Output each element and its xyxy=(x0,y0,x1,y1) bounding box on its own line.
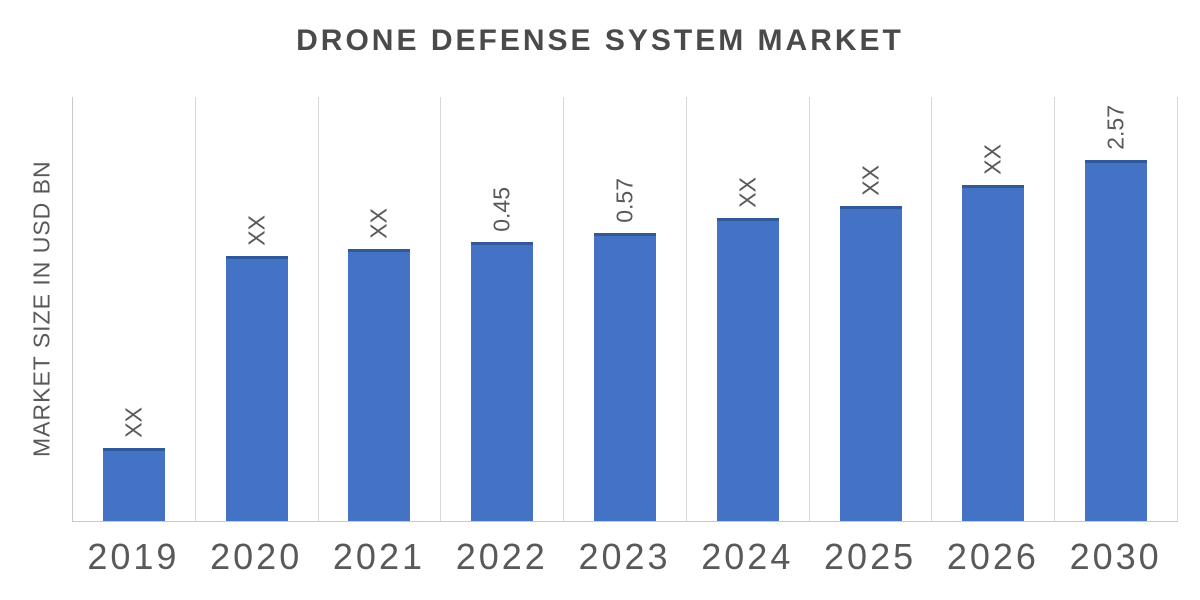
category-slot-2030: 2.57 xyxy=(1055,97,1179,521)
bar-2026 xyxy=(962,185,1025,521)
bar-value-label-2019: XX xyxy=(120,407,147,438)
bar-value-label-2024: XX xyxy=(734,177,761,208)
x-axis-label-2030: 2030 xyxy=(1069,536,1162,577)
category-slot-2025: XX xyxy=(810,97,933,521)
bar-2030 xyxy=(1085,160,1148,521)
chart-title: DRONE DEFENSE SYSTEM MARKET xyxy=(296,24,904,57)
bar-2023 xyxy=(594,233,657,521)
x-axis: 2019 2020 2021 2022 2023 2024 2025 2026 2030 xyxy=(72,536,1177,578)
bar-2019 xyxy=(102,448,165,521)
plot-area: XX XX XX 0.45 0.57 XX XX XX 2.57 xyxy=(72,97,1179,522)
bar-value-label-2030: 2.57 xyxy=(1102,105,1129,150)
bar-value-label-2023: 0.57 xyxy=(611,178,638,223)
category-slot-2019: XX xyxy=(73,97,196,521)
bar-value-label-2025: XX xyxy=(856,165,883,196)
bar-value-label-2021: XX xyxy=(365,208,392,239)
category-slot-2022: 0.45 xyxy=(441,97,565,521)
y-axis-title: MARKET SIZE IN USD BN xyxy=(28,160,55,458)
bar-2021 xyxy=(348,249,411,521)
bar-2025 xyxy=(839,206,902,521)
x-axis-label-2026: 2026 xyxy=(946,536,1039,577)
category-slot-2023: 0.57 xyxy=(564,97,687,521)
category-slot-2024: XX xyxy=(687,97,810,521)
category-slot-2021: XX xyxy=(319,97,442,521)
x-axis-label-2025: 2025 xyxy=(824,536,917,577)
category-slot-2020: XX xyxy=(196,97,319,521)
bar-2022 xyxy=(471,242,534,521)
bar-value-label-2020: XX xyxy=(243,215,270,246)
x-axis-label-2024: 2024 xyxy=(701,536,794,577)
x-axis-label-2021: 2021 xyxy=(332,536,425,577)
x-axis-label-2020: 2020 xyxy=(210,536,303,577)
bar-value-label-2026: XX xyxy=(979,144,1006,175)
x-axis-label-2023: 2023 xyxy=(578,536,671,577)
category-slot-2026: XX xyxy=(932,97,1056,521)
x-axis-label-2019: 2019 xyxy=(87,536,180,577)
x-axis-label-2022: 2022 xyxy=(455,536,548,577)
bar-value-label-2022: 0.45 xyxy=(488,187,515,232)
bar-2024 xyxy=(716,218,779,521)
bar-2020 xyxy=(225,256,288,521)
